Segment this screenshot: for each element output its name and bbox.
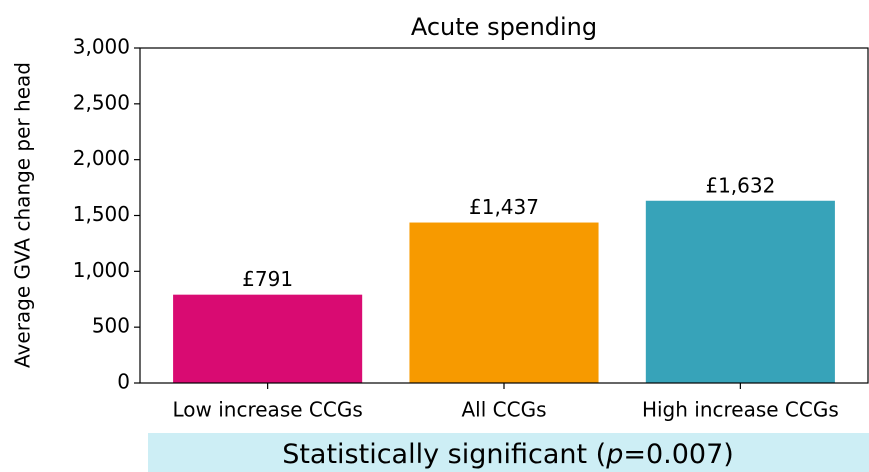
annotation: Statistically significant (p=0.007): [282, 439, 734, 470]
y-tick-label: 0: [117, 370, 130, 394]
annotation-part: p: [605, 439, 623, 470]
value-label: £791: [242, 267, 293, 291]
y-tick-label: 2,000: [73, 146, 130, 170]
value-label: £1,437: [469, 195, 539, 219]
plot-frame: [139, 47, 869, 384]
annotation-box: [148, 433, 869, 472]
y-tick-label: 3,000: [73, 35, 130, 59]
bar: [645, 200, 835, 383]
annotation-part: Statistically significant (: [282, 439, 606, 470]
y-tick-label: 1,500: [73, 202, 130, 226]
chart-title: Acute spending: [411, 13, 597, 41]
y-tick-label: 2,500: [73, 90, 130, 114]
x-tick-label: Low increase CCGs: [173, 398, 363, 422]
x-tick-label: All CCGs: [462, 398, 547, 422]
bar: [409, 222, 599, 383]
value-label: £1,632: [705, 173, 775, 197]
bar: [173, 294, 363, 383]
y-tick-label: 1,000: [73, 258, 130, 282]
y-axis-label: Average GVA change per head: [11, 62, 35, 368]
x-tick-label: High increase CCGs: [642, 398, 839, 422]
annotation-part: =0.007): [623, 439, 733, 470]
y-tick-label: 500: [92, 314, 130, 338]
